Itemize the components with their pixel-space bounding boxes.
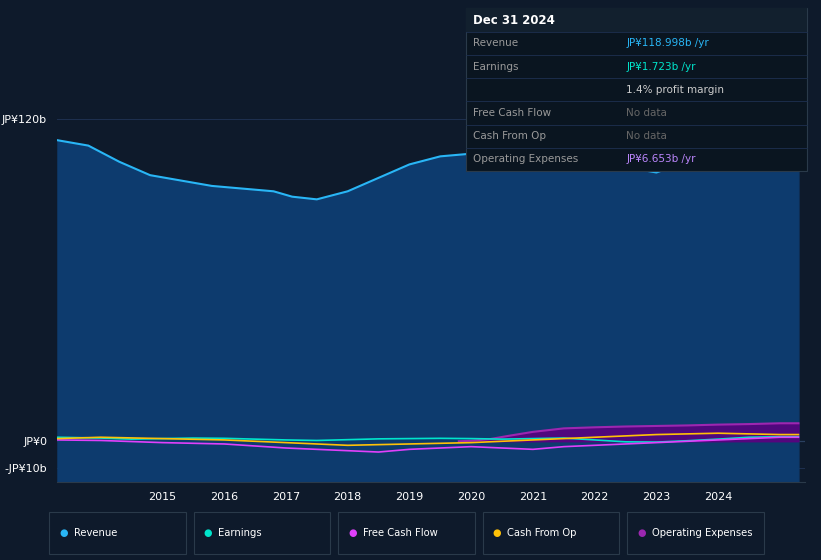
Text: Operating Expenses: Operating Expenses: [652, 529, 752, 538]
Text: JP¥1.723b /yr: JP¥1.723b /yr: [626, 62, 696, 72]
Text: ●: ●: [348, 529, 356, 538]
Text: Cash From Op: Cash From Op: [507, 529, 577, 538]
Text: Free Cash Flow: Free Cash Flow: [473, 108, 551, 118]
Text: Cash From Op: Cash From Op: [473, 131, 546, 141]
Text: Revenue: Revenue: [473, 39, 518, 49]
Text: No data: No data: [626, 108, 667, 118]
Text: JP¥118.998b /yr: JP¥118.998b /yr: [626, 39, 709, 49]
Text: No data: No data: [626, 131, 667, 141]
Text: ●: ●: [637, 529, 645, 538]
Text: Operating Expenses: Operating Expenses: [473, 154, 578, 164]
Text: Revenue: Revenue: [74, 529, 117, 538]
Text: 1.4% profit margin: 1.4% profit margin: [626, 85, 724, 95]
Text: ●: ●: [493, 529, 501, 538]
Text: Dec 31 2024: Dec 31 2024: [473, 13, 555, 27]
Text: ●: ●: [204, 529, 212, 538]
Text: ●: ●: [59, 529, 67, 538]
Text: JP¥6.653b /yr: JP¥6.653b /yr: [626, 154, 696, 164]
Text: Free Cash Flow: Free Cash Flow: [363, 529, 438, 538]
Text: Earnings: Earnings: [473, 62, 518, 72]
Text: Earnings: Earnings: [218, 529, 262, 538]
